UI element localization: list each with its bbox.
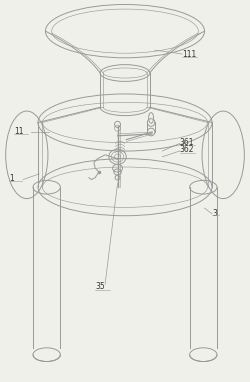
- Text: 111: 111: [182, 50, 196, 59]
- Text: 35: 35: [95, 282, 105, 291]
- Text: 11: 11: [14, 127, 24, 136]
- Text: 362: 362: [180, 146, 194, 154]
- Text: 1: 1: [10, 174, 14, 183]
- Text: 3: 3: [212, 209, 217, 218]
- Text: 361: 361: [180, 138, 194, 147]
